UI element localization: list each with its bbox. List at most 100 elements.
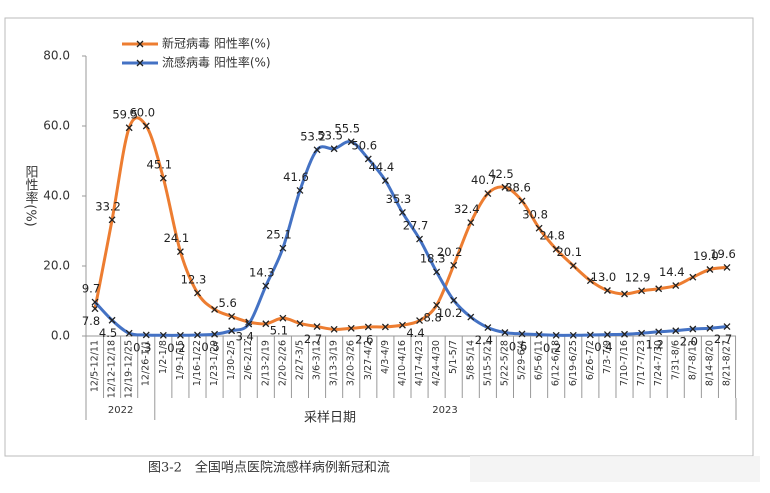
x-tick-label: 7/31-8/6 (670, 340, 681, 380)
x-tick-label: 7/10-7/16 (619, 340, 630, 386)
marker (484, 190, 492, 198)
value-label: 42.5 (488, 167, 514, 181)
x-tick-label: 1/2-1/8 (158, 340, 169, 374)
value-label: 38.6 (505, 180, 531, 194)
value-label: 55.5 (334, 121, 360, 135)
marker (398, 321, 406, 329)
y-tick-label: 60.0 (43, 119, 70, 133)
marker (228, 312, 236, 320)
x-tick-label: 2/13-2/19 (260, 340, 271, 386)
marker (552, 331, 560, 339)
x-tick-label: 7/24-7/30 (653, 340, 664, 386)
marker (706, 266, 714, 273)
marker (159, 331, 167, 339)
x-tick-label: 3/27-4/2 (363, 340, 374, 380)
value-label: 45.1 (147, 158, 173, 172)
value-label: 2.6 (355, 332, 373, 346)
value-label: 32.4 (454, 202, 480, 216)
x-tick-label: 2/27-3/5 (294, 340, 305, 380)
value-label: 0.4 (594, 340, 612, 354)
marker (313, 146, 321, 154)
marker (330, 145, 338, 153)
value-label: 35.3 (386, 192, 412, 206)
marker (313, 323, 321, 331)
marker (176, 331, 184, 339)
value-label: 12.3 (181, 272, 207, 286)
marker (621, 290, 628, 298)
marker (194, 331, 201, 339)
marker (484, 324, 492, 332)
y-tick-label: 20.0 (43, 259, 70, 273)
marker (518, 330, 526, 338)
marker (501, 183, 509, 191)
x-tick-label: 12/19-12/25 (124, 340, 135, 398)
marker (416, 317, 424, 325)
value-label: 2.7 (304, 332, 322, 346)
x-tick-label: 3/13-3/19 (329, 340, 340, 386)
marker (296, 319, 304, 327)
value-label: 3.4 (236, 330, 254, 344)
marker (108, 216, 116, 224)
x-tick-label: 3/6-3/12 (312, 340, 323, 380)
value-label: 18.3 (420, 251, 446, 265)
marker (416, 235, 424, 243)
x-tick-label: 1/30-2/5 (226, 340, 237, 380)
marker (245, 320, 253, 328)
value-label: 59.5 (112, 107, 138, 121)
marker (262, 282, 270, 290)
value-label: 1.2 (646, 337, 664, 351)
marker (450, 261, 458, 269)
value-label: 14.4 (659, 265, 685, 279)
marker (535, 331, 543, 339)
x-tick-label: 5/29-6/4 (517, 340, 528, 380)
marker (142, 331, 150, 339)
marker (91, 305, 99, 313)
marker (569, 331, 577, 339)
marker (723, 263, 731, 271)
marker (279, 244, 287, 252)
value-label: 53.2 (300, 129, 326, 143)
value-label: 24.8 (539, 229, 565, 243)
marker (723, 323, 731, 331)
x-tick-label: 6/26-7/2 (585, 340, 596, 380)
marker (689, 273, 697, 281)
x-tick-label: 8/21-8/27 (722, 340, 733, 386)
value-label: 0.5 (201, 340, 219, 354)
marker (433, 301, 441, 309)
x-tick-label: 7/17-7/23 (636, 340, 647, 386)
marker (211, 305, 219, 313)
value-label: 50.6 (351, 138, 377, 152)
value-label: 8.8 (423, 311, 441, 325)
marker (108, 316, 116, 324)
value-label: 10.2 (437, 306, 463, 320)
chart-frame (4, 17, 754, 457)
marker (603, 331, 611, 339)
value-label: 13.0 (591, 270, 617, 284)
x-tick-label: 8/7-8/13 (687, 340, 698, 380)
marker (296, 186, 304, 194)
x-axis-title: 采样日期 (304, 411, 356, 426)
value-label: 14.3 (249, 265, 275, 279)
x-tick-label: 2/6-2/12 (243, 340, 254, 380)
marker (672, 327, 680, 335)
marker (638, 329, 646, 337)
blur-overlay (470, 456, 760, 482)
marker (194, 289, 201, 297)
x-tick-label: 2/20-2/26 (277, 340, 288, 386)
x-tick-label: 5/8-5/14 (465, 340, 476, 380)
marker (381, 323, 389, 331)
marker (347, 138, 355, 146)
caption: 图3-2 全国哨点医院流感样病例新冠和流 (148, 460, 390, 476)
value-label: 20.2 (437, 245, 463, 259)
value-label: 2.4 (475, 333, 493, 347)
value-label: 7.8 (82, 314, 100, 328)
x-tick-label: 5/22-5/28 (499, 340, 510, 386)
marker (586, 277, 594, 285)
marker (467, 219, 475, 227)
x-tick-label: 4/17-4/23 (414, 340, 425, 386)
y-tick-label: 0.0 (51, 329, 70, 343)
marker (279, 314, 287, 322)
value-label: 0.3 (133, 340, 151, 354)
x-tick-label: 5/1-5/7 (448, 340, 459, 374)
